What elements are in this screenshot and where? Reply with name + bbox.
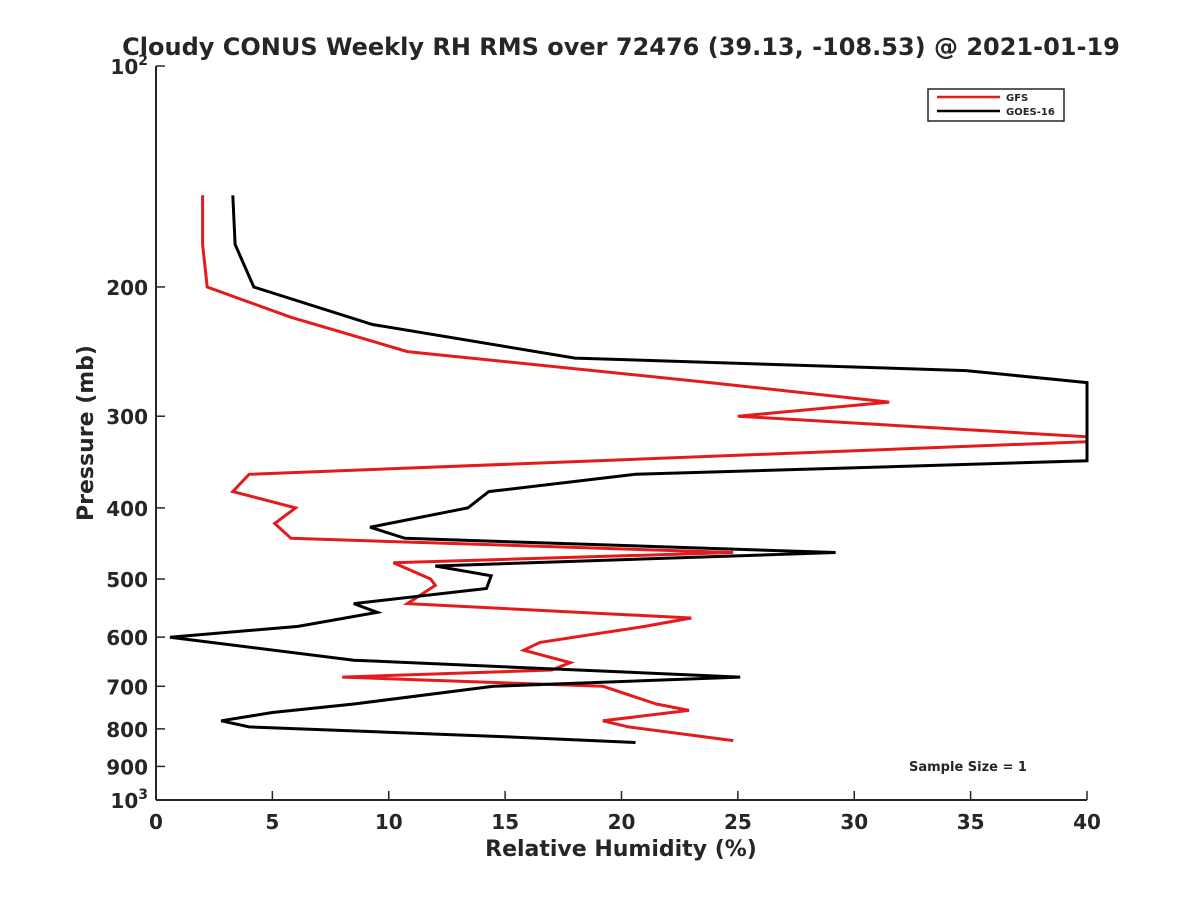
x-tick-label: 40 — [1073, 810, 1101, 834]
y-tick-label: 800 — [106, 718, 148, 742]
chart-title: Cloudy CONUS Weekly RH RMS over 72476 (3… — [122, 33, 1120, 61]
x-axis-ticks: 0 5 10 15 20 25 30 35 40 — [149, 791, 1101, 834]
y-tick-label: 600 — [106, 626, 148, 650]
legend-box — [927, 88, 1065, 122]
y-tick-label: 102 — [110, 53, 148, 79]
plot-area: 0 5 10 15 20 25 30 35 40 102 200 300 400 500 600 700 80… — [106, 53, 1101, 834]
sample-size-annotation: Sample Size = 1 — [909, 760, 1027, 775]
y-axis-ticks: 102 200 300 400 500 600 700 800 900 103 — [106, 53, 165, 813]
x-tick-label: 20 — [608, 810, 636, 834]
x-tick-label: 5 — [265, 810, 279, 834]
series-layer — [169, 195, 1089, 744]
y-tick-label: 200 — [106, 276, 148, 300]
x-tick-label: 10 — [375, 810, 403, 834]
x-tick-label: 15 — [491, 810, 519, 834]
legend-label-gfs: GFS — [1006, 93, 1028, 104]
x-axis-label: Relative Humidity (%) — [485, 837, 757, 862]
series-line-goes-16 — [169, 195, 1089, 744]
axes-background — [156, 66, 1087, 800]
x-tick-label: 0 — [149, 810, 163, 834]
y-axis-label: Pressure (mb) — [74, 345, 99, 521]
legend-label-goes-16: GOES-16 — [1006, 107, 1055, 118]
y-tick-label: 500 — [106, 568, 148, 592]
x-tick-label: 30 — [840, 810, 868, 834]
legend: GFS GOES-16 — [927, 88, 1065, 122]
y-tick-label: 103 — [110, 787, 148, 813]
series-line-gfs — [201, 195, 1089, 743]
y-tick-label: 700 — [106, 675, 148, 699]
y-tick-label: 900 — [106, 755, 148, 779]
x-tick-label: 35 — [957, 810, 985, 834]
y-tick-label: 300 — [106, 405, 148, 429]
x-tick-label: 25 — [724, 810, 752, 834]
y-tick-label: 400 — [106, 497, 148, 521]
